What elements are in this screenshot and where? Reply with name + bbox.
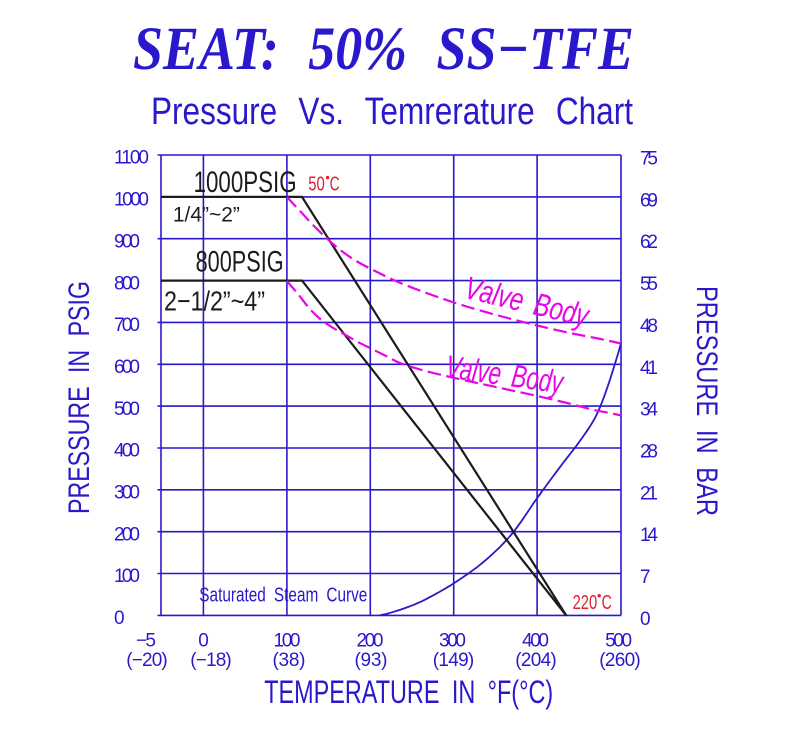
svg-text:PRESSURE IN PSIG: PRESSURE IN PSIG <box>63 281 96 514</box>
svg-text:700: 700 <box>114 315 140 336</box>
svg-text:1100: 1100 <box>114 148 149 169</box>
svg-text:C: C <box>602 591 612 614</box>
svg-text:100: 100 <box>114 566 140 587</box>
svg-text:(−18): (−18) <box>190 650 232 671</box>
svg-text:SEAT: 50% SS−TFE: SEAT: 50% SS−TFE <box>133 16 634 83</box>
svg-text:62: 62 <box>640 232 658 253</box>
svg-text:41: 41 <box>640 358 658 379</box>
svg-text:800PSIG: 800PSIG <box>196 246 284 279</box>
svg-text:−5: −5 <box>136 631 156 652</box>
svg-text:400: 400 <box>114 441 140 462</box>
svg-text:28: 28 <box>640 442 658 463</box>
svg-text:300: 300 <box>439 631 466 652</box>
svg-text:55: 55 <box>640 274 658 295</box>
svg-text:(204): (204) <box>515 650 557 671</box>
svg-text:(−20): (−20) <box>126 650 168 671</box>
svg-text:500: 500 <box>114 399 140 420</box>
svg-text:1/4”~2”: 1/4”~2” <box>173 204 240 227</box>
svg-text:200: 200 <box>114 524 140 545</box>
svg-text:2−1/2”~4”: 2−1/2”~4” <box>164 286 265 317</box>
svg-text:800: 800 <box>114 273 140 294</box>
svg-text:Saturated Steam Curve: Saturated Steam Curve <box>199 585 367 607</box>
svg-text:1000PSIG: 1000PSIG <box>194 166 297 199</box>
svg-text:(93): (93) <box>355 650 388 671</box>
svg-text:(38): (38) <box>273 650 306 671</box>
svg-text:400: 400 <box>522 631 549 652</box>
svg-text:220: 220 <box>573 591 598 614</box>
svg-text:900: 900 <box>114 231 140 252</box>
svg-text:600: 600 <box>114 357 140 378</box>
svg-text:69: 69 <box>640 190 658 211</box>
svg-text:0: 0 <box>640 609 651 630</box>
svg-text:34: 34 <box>640 400 658 421</box>
svg-text:21: 21 <box>640 483 658 504</box>
svg-text:14: 14 <box>640 525 658 546</box>
svg-text:1000: 1000 <box>114 190 149 211</box>
svg-text:75: 75 <box>640 149 658 170</box>
svg-text:PRESSURE IN BAR: PRESSURE IN BAR <box>690 286 723 516</box>
svg-text:0: 0 <box>198 631 209 652</box>
svg-text:100: 100 <box>274 631 301 652</box>
svg-text:C: C <box>330 173 340 196</box>
svg-text:48: 48 <box>640 316 658 337</box>
svg-text:(260): (260) <box>599 650 641 671</box>
svg-text:50: 50 <box>308 173 325 196</box>
svg-text:300: 300 <box>114 483 140 504</box>
svg-text:7: 7 <box>640 567 651 588</box>
svg-text:200: 200 <box>357 631 384 652</box>
svg-text:0: 0 <box>114 608 125 629</box>
svg-text:(149): (149) <box>433 650 475 671</box>
svg-text:500: 500 <box>605 631 632 652</box>
svg-text:Pressure Vs. Temrerature Chart: Pressure Vs. Temrerature Chart <box>151 91 633 133</box>
svg-text:TEMPERATURE IN °F(°C): TEMPERATURE IN °F(°C) <box>264 674 553 710</box>
